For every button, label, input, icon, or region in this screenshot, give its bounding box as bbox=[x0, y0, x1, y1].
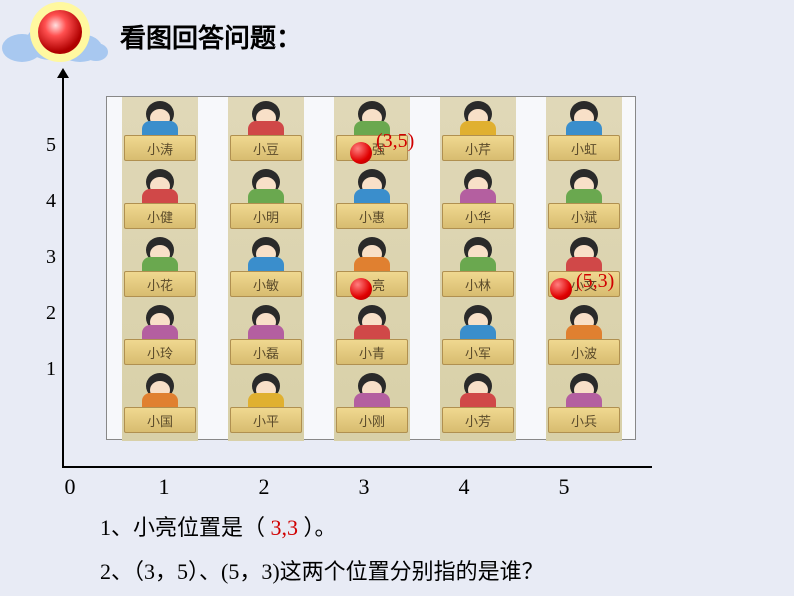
seat: 小平 bbox=[228, 371, 304, 439]
student-name-label: 小平 bbox=[253, 411, 279, 430]
q1-answer: 3,3 bbox=[271, 515, 299, 540]
student-name-label: 小林 bbox=[465, 275, 491, 294]
seat: 小刚 bbox=[334, 371, 410, 439]
student-name-label: 小玲 bbox=[147, 343, 173, 362]
desk: 小兵 bbox=[548, 407, 620, 433]
seat-column: 小涛小健小花小玲小国 bbox=[122, 97, 198, 441]
student-name-label: 小芳 bbox=[465, 411, 491, 430]
desk: 小玲 bbox=[124, 339, 196, 365]
seat: 小青 bbox=[334, 303, 410, 371]
seat: 小健 bbox=[122, 167, 198, 235]
x-tick: 1 bbox=[144, 474, 184, 500]
desk: 小国 bbox=[124, 407, 196, 433]
seat: 小国 bbox=[122, 371, 198, 439]
desk: 小花 bbox=[124, 271, 196, 297]
q1-prefix: 1、小亮位置是（ bbox=[100, 515, 265, 540]
student-name-label: 小波 bbox=[571, 343, 597, 362]
desk: 小青 bbox=[336, 339, 408, 365]
student-name-label: 小豆 bbox=[253, 139, 279, 158]
desk: 小军 bbox=[442, 339, 514, 365]
desk: 小涛 bbox=[124, 135, 196, 161]
seat: 小芹 bbox=[440, 99, 516, 167]
desk: 小惠 bbox=[336, 203, 408, 229]
desk: 小敏 bbox=[230, 271, 302, 297]
page-title: 看图回答问题： bbox=[120, 18, 302, 55]
x-axis bbox=[62, 466, 652, 468]
desk: 小芹 bbox=[442, 135, 514, 161]
desk: 小华 bbox=[442, 203, 514, 229]
y-axis bbox=[62, 74, 64, 468]
desk: 小虹 bbox=[548, 135, 620, 161]
y-tick: 5 bbox=[36, 134, 56, 157]
desk: 小斌 bbox=[548, 203, 620, 229]
seat-column: 小虹小斌小文小波小兵 bbox=[546, 97, 622, 441]
desk: 小芳 bbox=[442, 407, 514, 433]
seat: 小玲 bbox=[122, 303, 198, 371]
desk: 小豆 bbox=[230, 135, 302, 161]
seat: 小林 bbox=[440, 235, 516, 303]
x-tick: 0 bbox=[50, 474, 90, 500]
seat: 小惠 bbox=[334, 167, 410, 235]
student-name-label: 小华 bbox=[465, 207, 491, 226]
question-2: 2、（3，5）、(5，3)这两个位置分别指的是谁？ bbox=[100, 550, 544, 594]
y-tick: 2 bbox=[36, 302, 56, 325]
seat-column: 小芹小华小林小军小芳 bbox=[440, 97, 516, 441]
x-tick: 2 bbox=[244, 474, 284, 500]
seat: 小涛 bbox=[122, 99, 198, 167]
student-name-label: 小花 bbox=[147, 275, 173, 294]
student-name-label: 小国 bbox=[147, 411, 173, 430]
seat: 小亮 bbox=[334, 235, 410, 303]
y-tick: 4 bbox=[36, 190, 56, 213]
y-tick: 3 bbox=[36, 246, 56, 269]
student-name-label: 小军 bbox=[465, 343, 491, 362]
student-name-label: 小兵 bbox=[571, 411, 597, 430]
y-tick: 1 bbox=[36, 358, 56, 381]
seat: 小敏 bbox=[228, 235, 304, 303]
desk: 小磊 bbox=[230, 339, 302, 365]
marker-dot bbox=[350, 278, 372, 300]
desk: 小平 bbox=[230, 407, 302, 433]
student-name-label: 小明 bbox=[253, 207, 279, 226]
seat: 小波 bbox=[546, 303, 622, 371]
seat: 小斌 bbox=[546, 167, 622, 235]
question-1: 1、小亮位置是（ 3,3 ）。 bbox=[100, 506, 544, 550]
student-name-label: 小惠 bbox=[359, 207, 385, 226]
student-name-label: 小磊 bbox=[253, 343, 279, 362]
seat: 小华 bbox=[440, 167, 516, 235]
marker-dot bbox=[550, 278, 572, 300]
student-name-label: 小涛 bbox=[147, 139, 173, 158]
marker-label: (3,5) bbox=[376, 130, 414, 153]
desk: 小明 bbox=[230, 203, 302, 229]
desk: 小波 bbox=[548, 339, 620, 365]
seat: 小明 bbox=[228, 167, 304, 235]
desk: 小林 bbox=[442, 271, 514, 297]
seat: 小花 bbox=[122, 235, 198, 303]
seat: 小兵 bbox=[546, 371, 622, 439]
seat: 小芳 bbox=[440, 371, 516, 439]
x-tick: 5 bbox=[544, 474, 584, 500]
seat: 小豆 bbox=[228, 99, 304, 167]
seat: 小磊 bbox=[228, 303, 304, 371]
seating-chart: 小涛小健小花小玲小国小豆小明小敏小磊小平小强小惠小亮小青小刚小芹小华小林小军小芳… bbox=[36, 74, 676, 494]
student-name-label: 小健 bbox=[147, 207, 173, 226]
marker-dot bbox=[350, 142, 372, 164]
x-tick: 4 bbox=[444, 474, 484, 500]
desk: 小健 bbox=[124, 203, 196, 229]
sun-decoration bbox=[28, 0, 92, 64]
student-name-label: 小刚 bbox=[359, 411, 385, 430]
seat-column: 小豆小明小敏小磊小平 bbox=[228, 97, 304, 441]
student-name-label: 小斌 bbox=[571, 207, 597, 226]
student-name-label: 小虹 bbox=[571, 139, 597, 158]
seat: 小虹 bbox=[546, 99, 622, 167]
seat: 小军 bbox=[440, 303, 516, 371]
student-name-label: 小芹 bbox=[465, 139, 491, 158]
student-name-label: 小青 bbox=[359, 343, 385, 362]
desk: 小亮 bbox=[336, 271, 408, 297]
q1-suffix: ）。 bbox=[304, 515, 337, 540]
x-tick: 3 bbox=[344, 474, 384, 500]
student-name-label: 小敏 bbox=[253, 275, 279, 294]
questions-block: 1、小亮位置是（ 3,3 ）。 2、（3，5）、(5，3)这两个位置分别指的是谁… bbox=[100, 506, 544, 594]
marker-label: (5,3) bbox=[576, 270, 614, 293]
desk: 小刚 bbox=[336, 407, 408, 433]
